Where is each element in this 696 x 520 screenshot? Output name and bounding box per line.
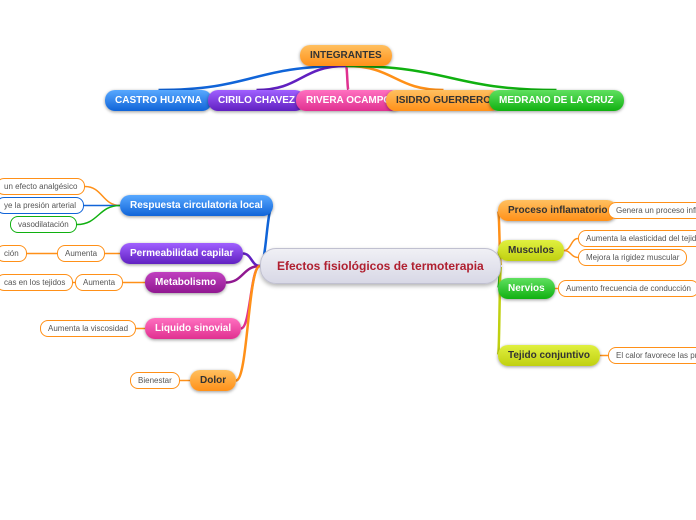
leaf: ye la presión arterial	[0, 197, 84, 214]
node: Permeabilidad capilar	[120, 243, 243, 264]
node: Proceso inflamatorio	[498, 200, 617, 221]
node: CIRILO CHAVEZ	[208, 90, 305, 111]
node: Tejido conjuntivo	[498, 345, 600, 366]
node: Musculos	[498, 240, 564, 261]
node: INTEGRANTES	[300, 45, 392, 66]
node: Respuesta circulatoria local	[120, 195, 273, 216]
leaf: un efecto analgésico	[0, 178, 85, 195]
leaf: Aumenta la viscosidad	[40, 320, 136, 337]
leaf: ción	[0, 245, 27, 262]
node: Metabolismo	[145, 272, 226, 293]
node: CASTRO HUAYNA	[105, 90, 212, 111]
leaf: Aumenta	[75, 274, 123, 291]
node: Liquido sinovial	[145, 318, 241, 339]
node: MEDRANO DE LA CRUZ	[489, 90, 624, 111]
leaf: vasodilatación	[10, 216, 77, 233]
node: Dolor	[190, 370, 236, 391]
leaf: Aumenta la elasticidad del tejido	[578, 230, 696, 247]
leaf: Aumenta	[57, 245, 105, 262]
leaf: cas en los tejidos	[0, 274, 73, 291]
leaf: Mejora la rigidez muscular	[578, 249, 687, 266]
leaf: Genera un proceso inflamatori	[608, 202, 696, 219]
central-topic: Efectos fisiológicos de termoterapia	[260, 248, 501, 284]
node: ISIDRO GUERRERO	[386, 90, 501, 111]
leaf: El calor favorece las propiedades elásti	[608, 347, 696, 364]
leaf: Aumento frecuencia de conducción	[558, 280, 696, 297]
node: Nervios	[498, 278, 555, 299]
leaf: Bienestar	[130, 372, 180, 389]
